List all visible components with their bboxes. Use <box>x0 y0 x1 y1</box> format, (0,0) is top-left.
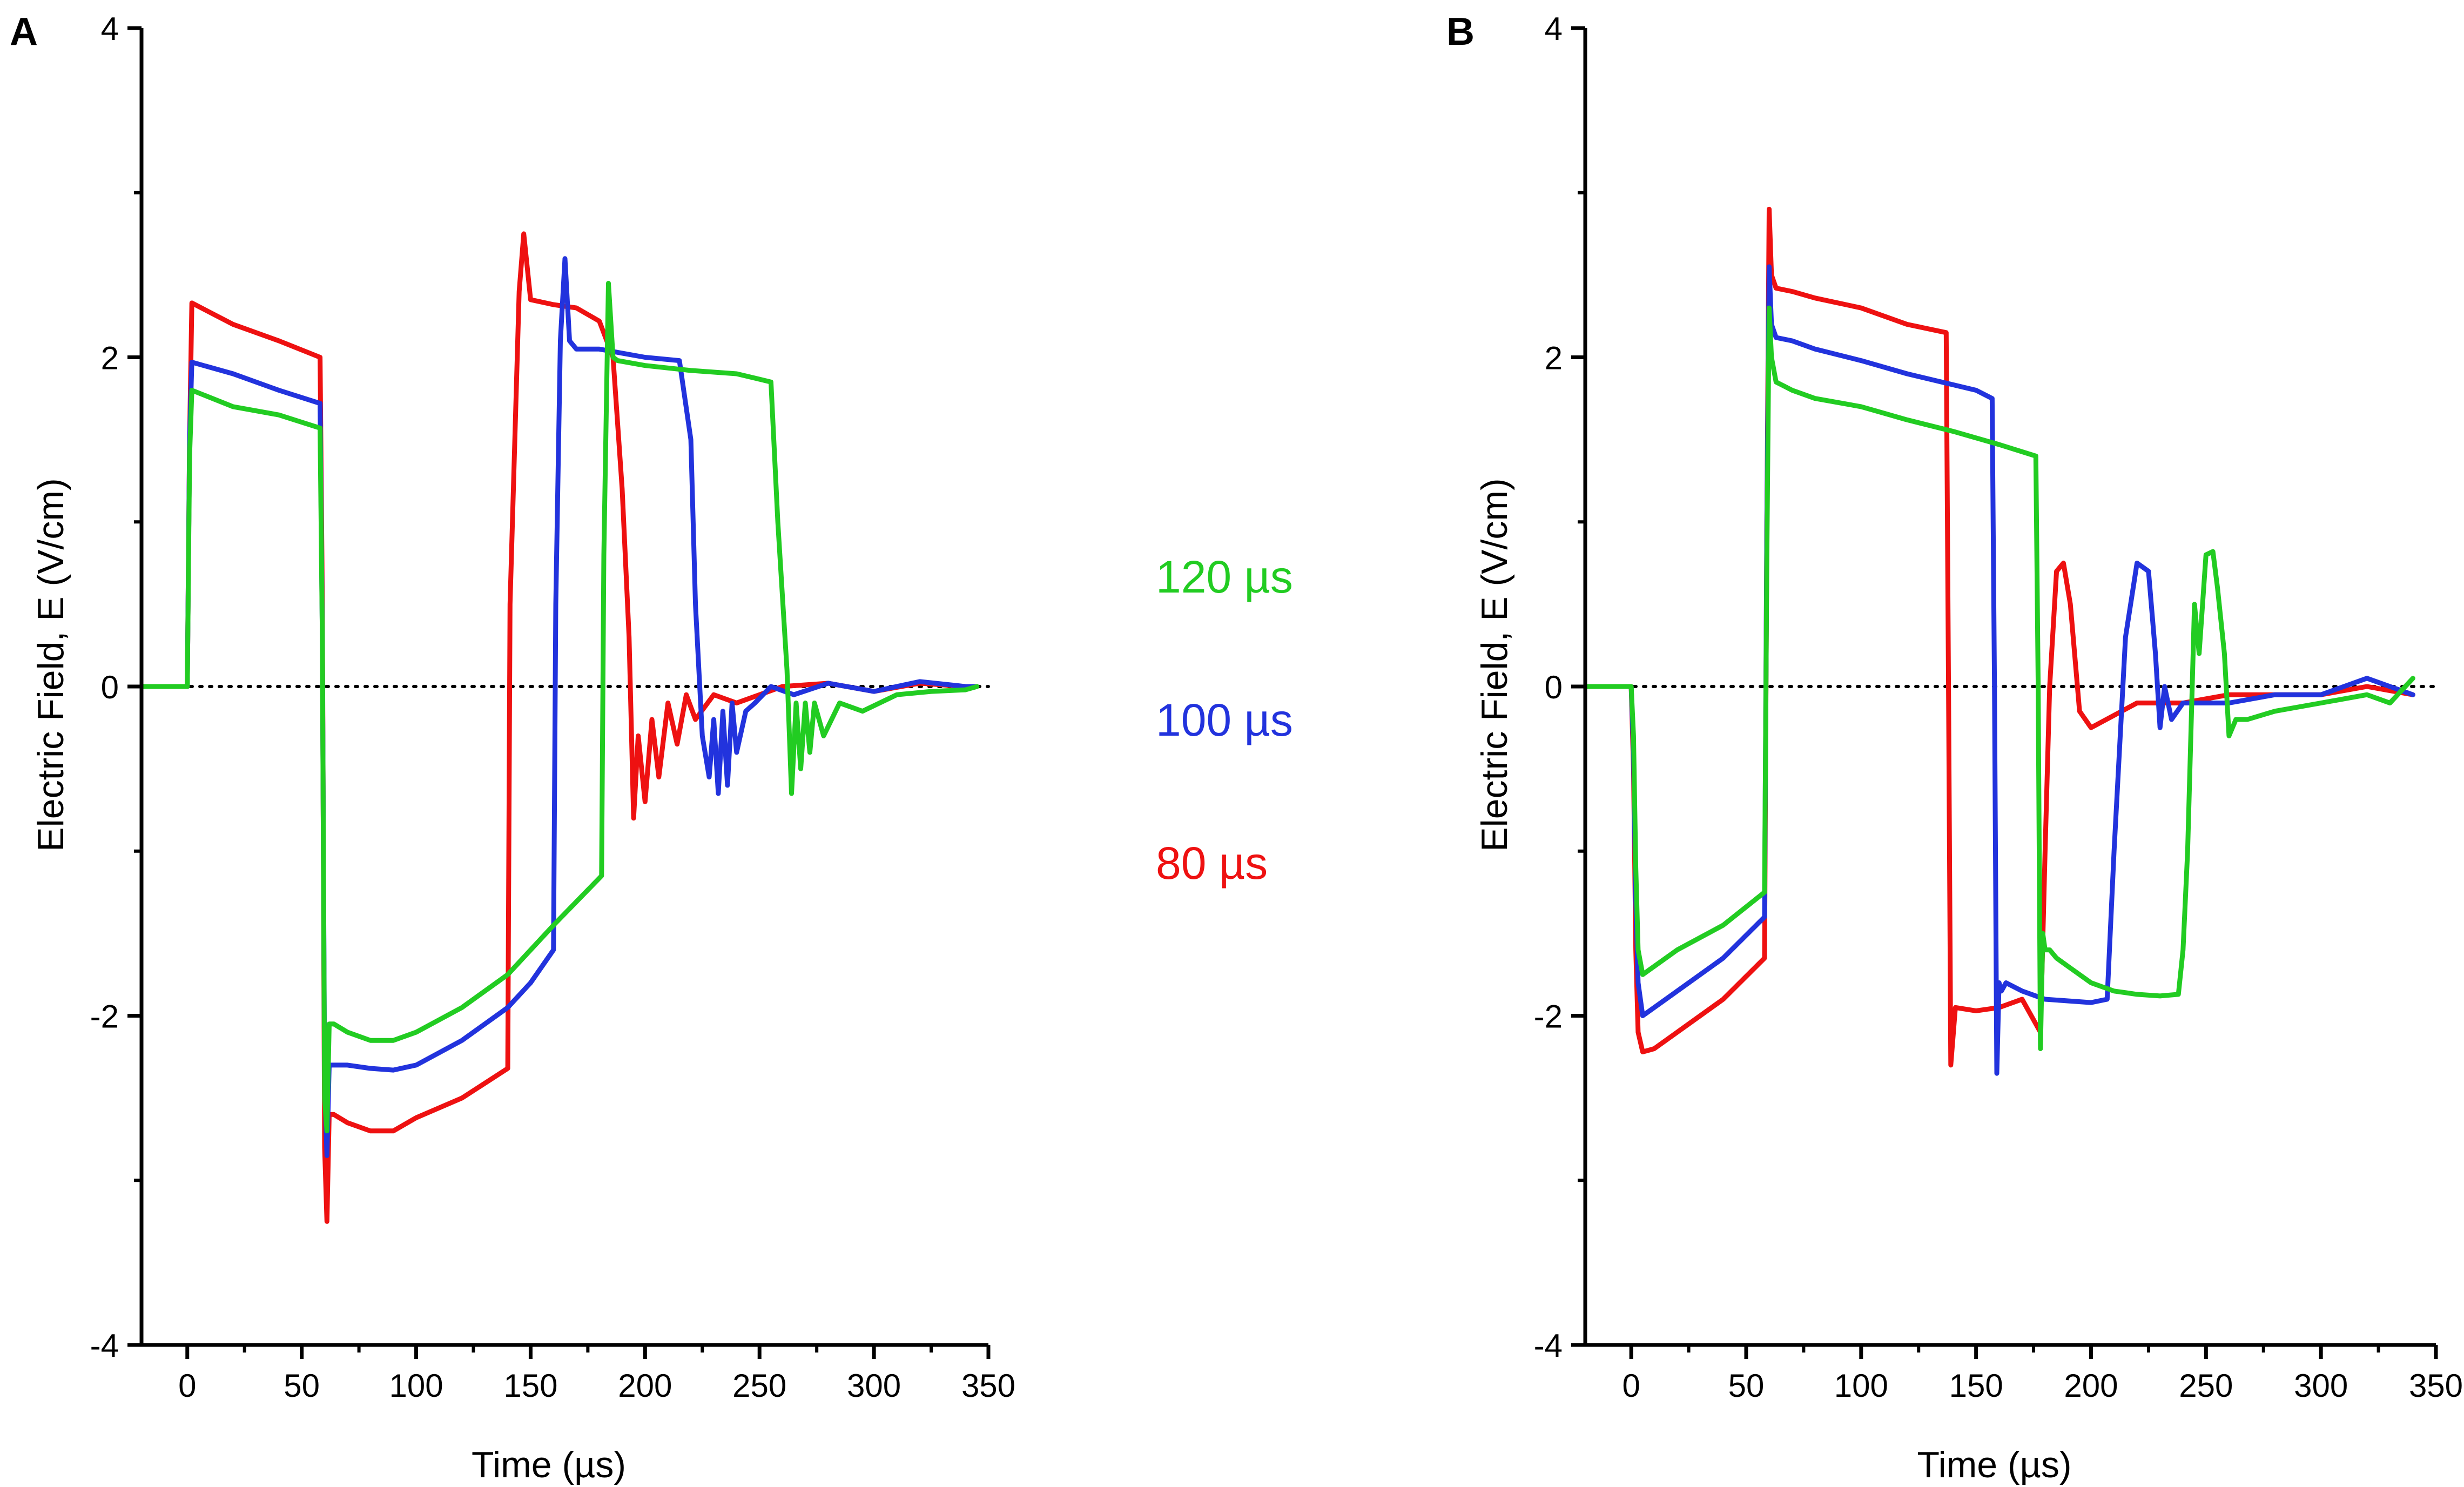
chart-a-x-tick-label: 300 <box>847 1368 901 1404</box>
chart-a-x-tick-label: 200 <box>618 1368 672 1404</box>
chart-b-x-tick-label: 0 <box>1622 1368 1640 1404</box>
chart-b-x-tick-label: 150 <box>1949 1368 2003 1404</box>
chart-b-x-tick-label: 300 <box>2294 1368 2348 1404</box>
chart-a-y-tick-label: -4 <box>90 1328 119 1364</box>
legend-item-120: 120 µs <box>1156 551 1293 602</box>
chart-b-series-80us-line <box>1583 206 2415 1068</box>
chart-a-y-tick-label: 4 <box>101 11 119 47</box>
chart-b-x-tick-label: 100 <box>1834 1368 1888 1404</box>
chart-b-series-120us-line <box>1583 305 2415 1051</box>
chart-a-y-tick-label: 2 <box>101 340 119 376</box>
chart-a-x-tick-label: 50 <box>284 1368 320 1404</box>
chart-a-x-tick-label: 350 <box>961 1368 1015 1404</box>
chart-b-y-tick-label: 2 <box>1545 340 1563 376</box>
chart-b-x-tick-label: 50 <box>1728 1368 1765 1404</box>
panel-label-b: B <box>1446 10 1475 53</box>
legend-item-80: 80 µs <box>1156 838 1268 889</box>
chart-b-series-100us-line <box>1583 264 2415 1076</box>
chart-b-group: -4 -2 0 2 4 0 50 100 150 200 250 300 350 Time (µs) Ele… <box>1474 11 2463 1485</box>
chart-b-x-tick-label: 250 <box>2179 1368 2233 1404</box>
chart-a-y-tick-label: -2 <box>90 999 119 1035</box>
chart-b-x-axis-label: Time (µs) <box>1917 1444 2072 1485</box>
chart-a-x-tick-label: 250 <box>732 1368 786 1404</box>
chart-a-group: -4 -2 0 2 4 0 50 100 150 200 250 300 350 Time (µs) Ele… <box>30 11 1015 1485</box>
chart-a-x-tick-label: 100 <box>389 1368 443 1404</box>
chart-a-x-tick-label: 150 <box>503 1368 557 1404</box>
chart-b-y-tick-label: -4 <box>1534 1328 1563 1364</box>
chart-b-x-tick-label: 350 <box>2409 1368 2463 1404</box>
chart-a-y-tick-label: 0 <box>101 669 119 705</box>
chart-b-y-tick-label: 0 <box>1545 669 1563 705</box>
legend-item-100: 100 µs <box>1156 695 1293 745</box>
chart-a-x-tick-label: 0 <box>178 1368 196 1404</box>
chart-b-x-tick-label: 200 <box>2064 1368 2118 1404</box>
chart-b-y-axis-label: Electric Field, E (V/cm) <box>1474 478 1515 851</box>
chart-b-y-tick-label: 4 <box>1545 11 1563 47</box>
chart-b-y-tick-label: -2 <box>1534 999 1563 1035</box>
panel-label-a: A <box>10 10 38 53</box>
chart-a-x-axis-label: Time (µs) <box>472 1444 626 1485</box>
chart-a-series-120us-line <box>139 280 980 1134</box>
chart-a-y-axis-label: Electric Field, E (V/cm) <box>30 478 71 851</box>
